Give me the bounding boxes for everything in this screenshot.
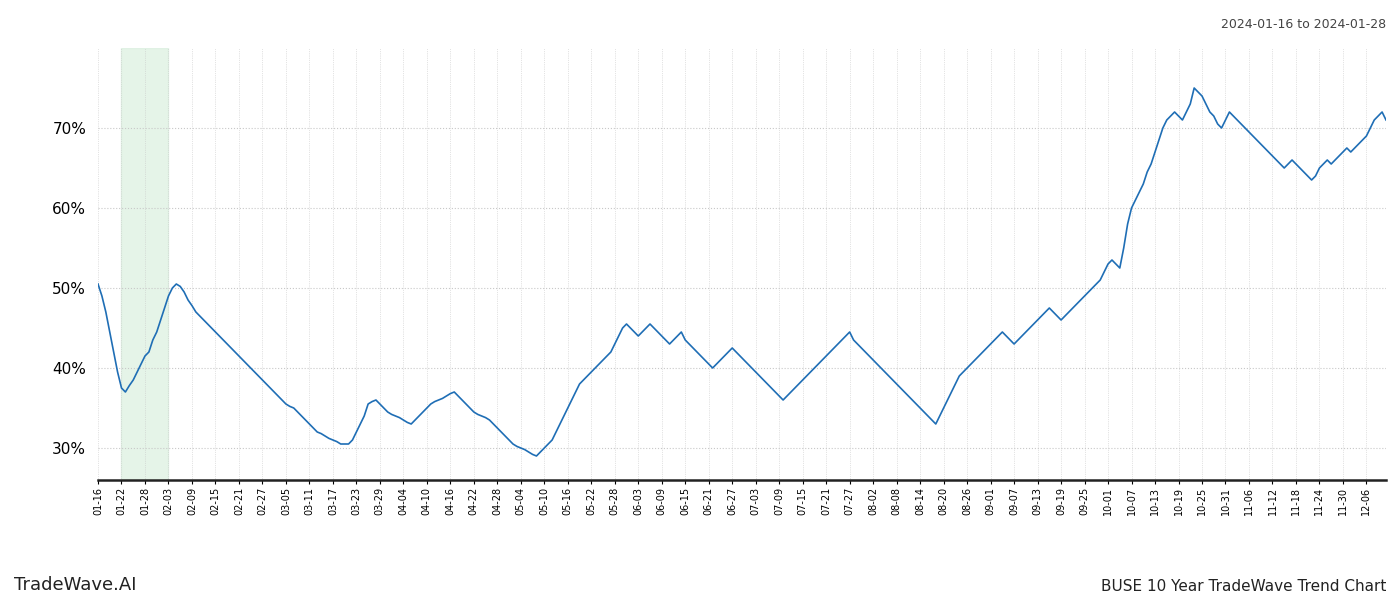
Bar (122, 48, 168, 480)
Text: BUSE 10 Year TradeWave Trend Chart: BUSE 10 Year TradeWave Trend Chart (1100, 579, 1386, 594)
Text: 2024-01-16 to 2024-01-28: 2024-01-16 to 2024-01-28 (1221, 18, 1386, 31)
Text: TradeWave.AI: TradeWave.AI (14, 576, 137, 594)
